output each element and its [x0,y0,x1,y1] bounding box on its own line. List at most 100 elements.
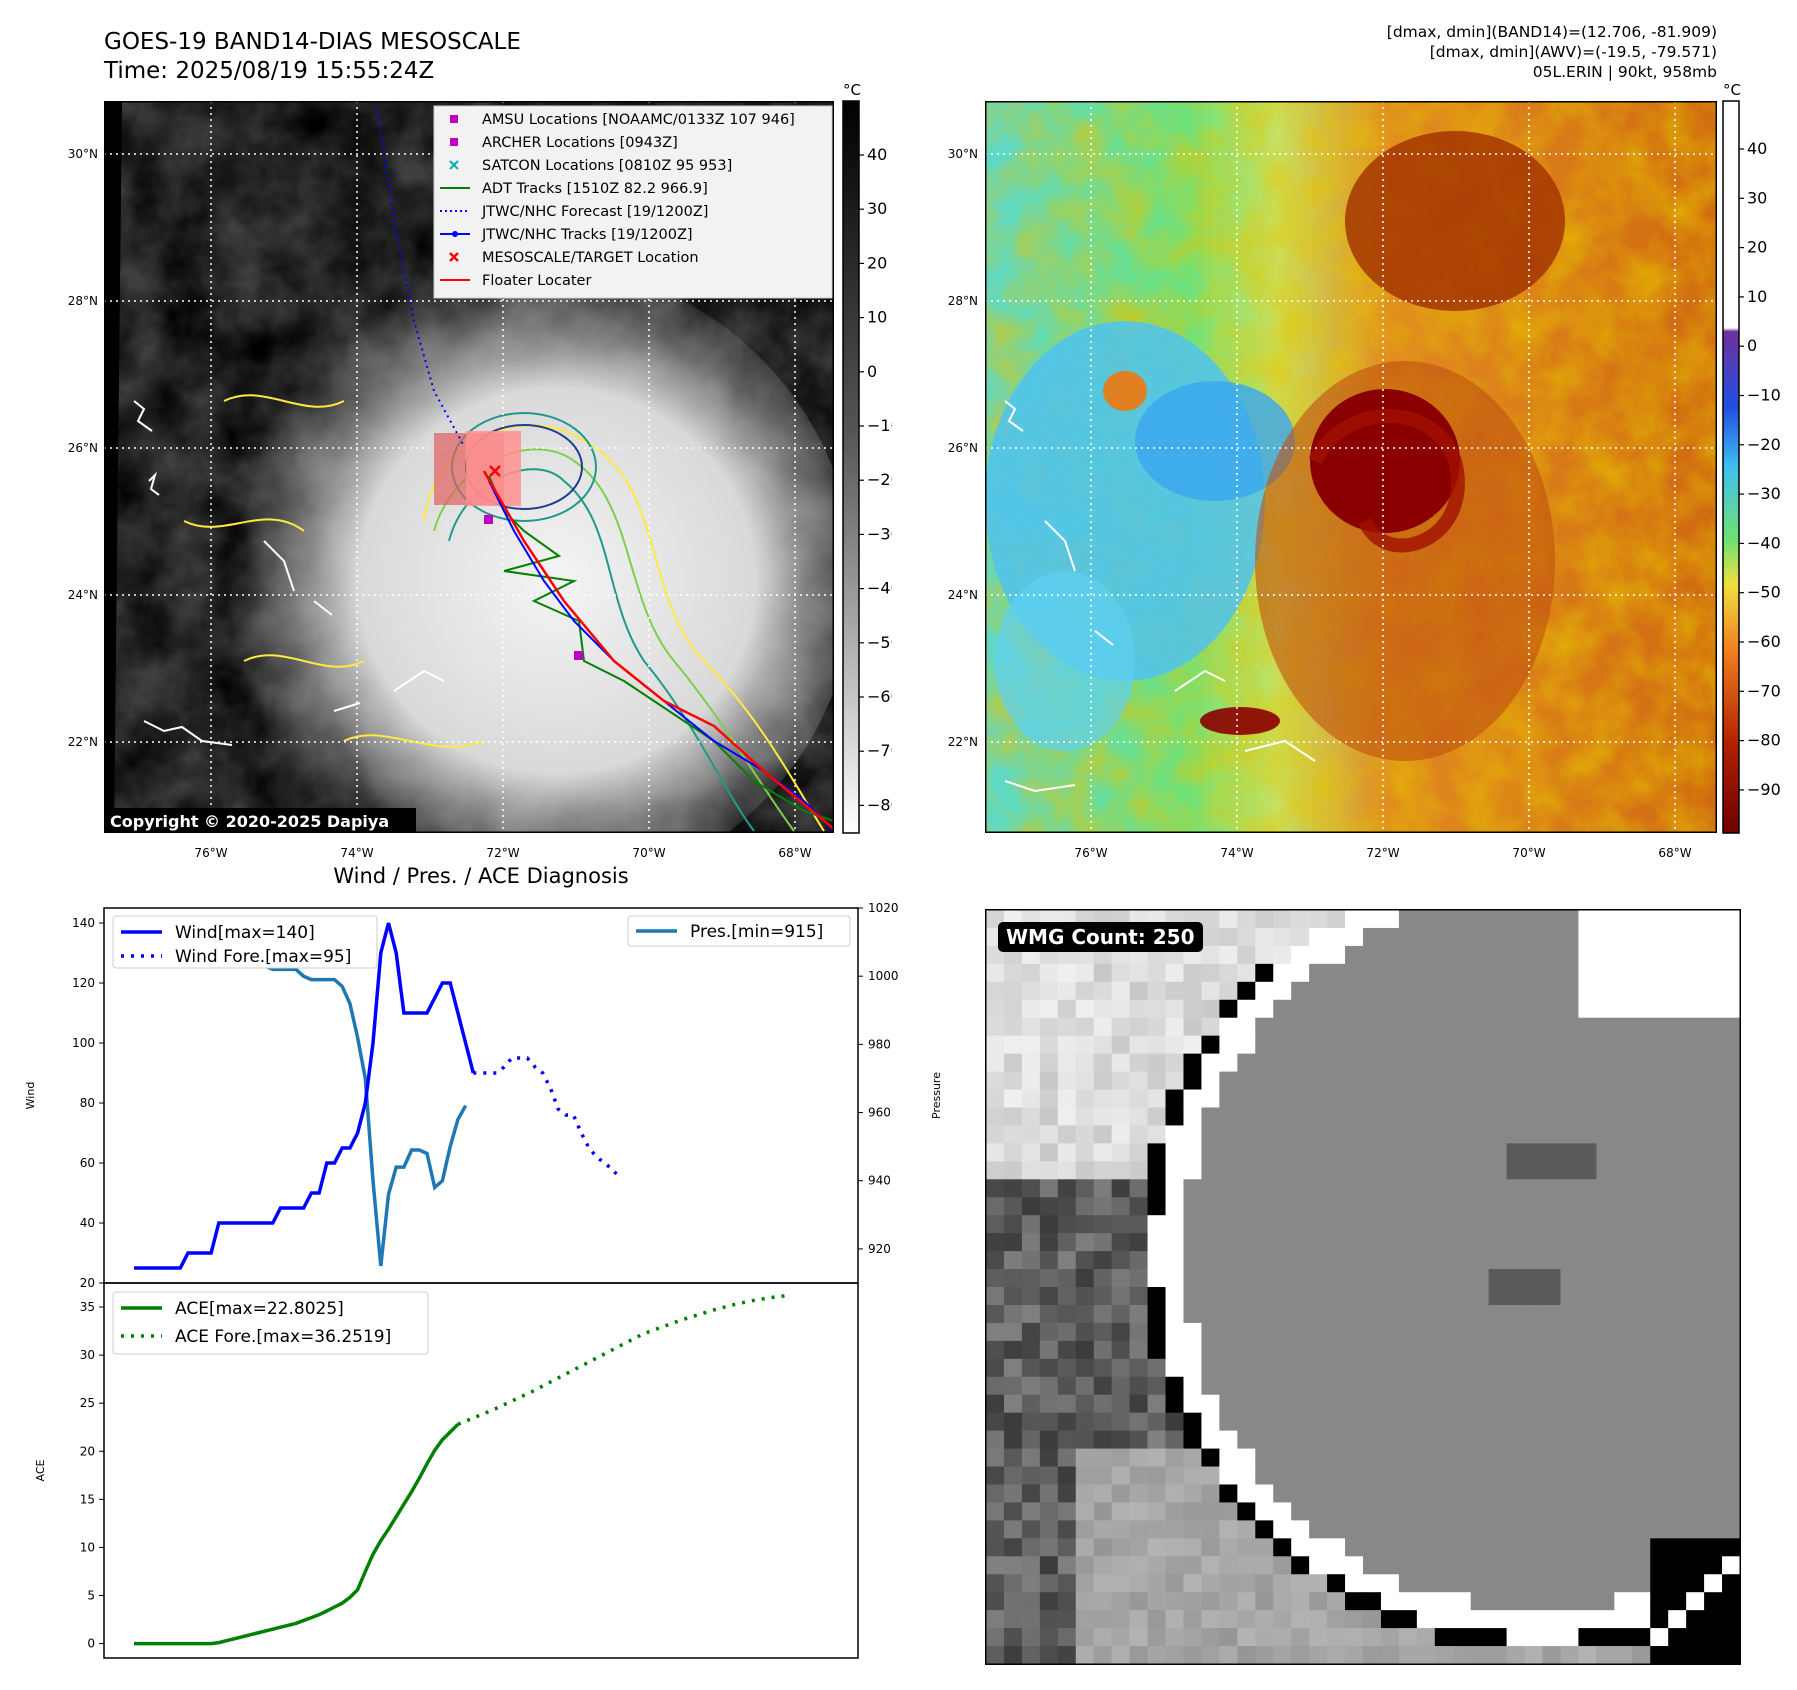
figure-info: [dmax, dmin](BAND14)=(12.706, -81.909) [… [1387,22,1717,82]
legend-label-archer: ARCHER Locations [0943Z] [482,135,678,151]
gray-cbar-tick: 10 [867,308,887,327]
legend-label-forecast: JTWC/NHC Forecast [19/1200Z] [481,204,708,220]
lat-label: 30°N [67,147,98,161]
ace-legend [112,1291,429,1355]
title-line-2: Time: 2025/08/19 15:55:24Z [104,58,435,84]
lon-label: 68°W [778,846,812,860]
gray-cbar-tick: −60 [867,687,892,706]
ace-forecast-legend-label: ACE Fore.[max=36.2519] [175,1327,391,1347]
ace-ytick: 20 [80,1444,95,1458]
lon-label: 68°W [1658,846,1692,860]
legend-label-floater: Floater Locater [482,273,591,289]
ace-ytick: 30 [80,1348,95,1362]
lon-label: 76°W [1074,846,1108,860]
copyright-label: Copyright © 2020-2025 Dapiya [110,812,389,831]
pressure-ytick: 1000 [868,969,899,983]
wind-ylabel: Wind [24,1082,37,1110]
wind-ytick: 40 [80,1216,95,1230]
ace-ytick: 15 [80,1492,95,1506]
wind-ytick: 80 [80,1096,95,1110]
wind-ytick: 100 [72,1036,95,1050]
lon-label: 76°W [194,846,228,860]
ace-line [134,1423,460,1646]
lat-label: 26°N [947,441,978,455]
color-cbar-tick: −20 [1747,435,1781,454]
awv-colorbar: °C 40 30 20 10 0 −10 −20 −30 −40 −50 −60 −70 −80 −90 [1722,84,1781,834]
ace-forecast-line [457,1293,792,1426]
ace-ytick: 0 [87,1637,95,1651]
gray-colorbar: °C 40 30 20 10 0 −10 −20 −30 −40 −50 −60 −70 −80 [842,84,892,834]
title-line-1: GOES-19 BAND14-DIAS MESOSCALE [104,29,521,55]
wind-line [134,922,475,1270]
color-cbar-tick: −60 [1747,632,1781,651]
lat-label: 22°N [67,735,98,749]
ace-ytick: 5 [87,1589,95,1603]
legend-label-satcon: SATCON Locations [0810Z 95 953] [482,158,732,174]
info-line-1: [dmax, dmin](BAND14)=(12.706, -81.909) [1386,23,1717,41]
color-cbar-tick: −70 [1747,681,1781,700]
gray-cbar-tick: 30 [867,199,887,218]
color-cbar-tick: −10 [1747,386,1781,405]
color-cbar-tick: 20 [1747,238,1767,257]
pressure-legend-label: Pres.[min=915] [690,922,823,942]
pressure-ytick: 980 [868,1037,891,1051]
info-line-2: [dmax, dmin](AWV)=(-19.5, -79.571) [1429,43,1717,61]
color-cbar-tick: −30 [1747,484,1781,503]
lon-label: 70°W [1512,846,1546,860]
pressure-line [134,926,468,1267]
wind-ytick: 60 [80,1156,95,1170]
legend-label-tracks: JTWC/NHC Tracks [19/1200Z] [481,227,693,243]
wmg-count-badge: WMG Count: 250 [998,922,1203,952]
color-cbar-tick: −80 [1747,731,1781,750]
awv-color-map [985,101,1717,833]
wind-forecast-legend-label: Wind Fore.[max=95] [175,947,351,967]
pressure-ytick: 1020 [868,901,899,915]
diagnosis-title: Wind / Pres. / ACE Diagnosis [333,864,629,888]
gray-cbar-tick: −20 [867,470,892,489]
legend-label-adt: ADT Tracks [1510Z 82.2 966.9] [482,181,708,197]
color-cbar-tick: 10 [1747,287,1767,306]
gray-cbar-tick: 20 [867,253,887,272]
pressure-ytick: 920 [868,1242,891,1256]
legend-symbols [440,115,470,281]
wind-ytick: 20 [80,1276,95,1290]
ace-ylabel: ACE [34,1459,47,1481]
ace-ytick: 25 [80,1396,95,1410]
lon-label: 72°W [1366,846,1400,860]
wind-ytick: 140 [72,916,95,930]
lat-label: 26°N [67,441,98,455]
wind-legend [112,915,378,969]
gray-cbar-tick: −10 [867,416,892,435]
wmg-panel [985,909,1741,1665]
lon-label: 72°W [486,846,520,860]
pressure-ylabel: Pressure [930,1072,943,1119]
diagnosis-chart: 2040608010012014092094096098010001020Win… [24,901,943,1659]
color-cbar-tick: 0 [1747,336,1757,355]
lat-label: 24°N [67,588,98,602]
color-cbar-tick: −50 [1747,583,1781,602]
awv-colorbar-unit: °C [1723,84,1741,99]
lat-label: 30°N [947,147,978,161]
wind-ytick: 120 [72,976,95,990]
color-cbar-tick: −40 [1747,533,1781,552]
gray-cbar-tick: 40 [867,145,887,164]
lat-label: 28°N [67,294,98,308]
gray-cbar-tick: −30 [867,524,892,543]
pressure-legend [627,915,851,947]
gray-cbar-tick: −50 [867,633,892,652]
lon-label: 74°W [1220,846,1254,860]
lat-label: 24°N [947,588,978,602]
wind-legend-label: Wind[max=140] [175,923,315,943]
gray-cbar-tick: −70 [867,741,892,760]
wind-forecast-line [473,1056,622,1180]
ace-legend-label: ACE[max=22.8025] [175,1299,344,1319]
gray-cbar-tick: −80 [867,795,892,814]
info-line-3: 05L.ERIN | 90kt, 958mb [1532,63,1717,81]
color-cbar-tick: 40 [1747,139,1767,158]
lat-label: 28°N [947,294,978,308]
ace-ytick: 35 [80,1300,95,1314]
gray-cbar-tick: −40 [867,579,892,598]
lat-label: 22°N [947,735,978,749]
gray-cbar-tick: 0 [867,362,877,381]
color-cbar-tick: 30 [1747,188,1767,207]
